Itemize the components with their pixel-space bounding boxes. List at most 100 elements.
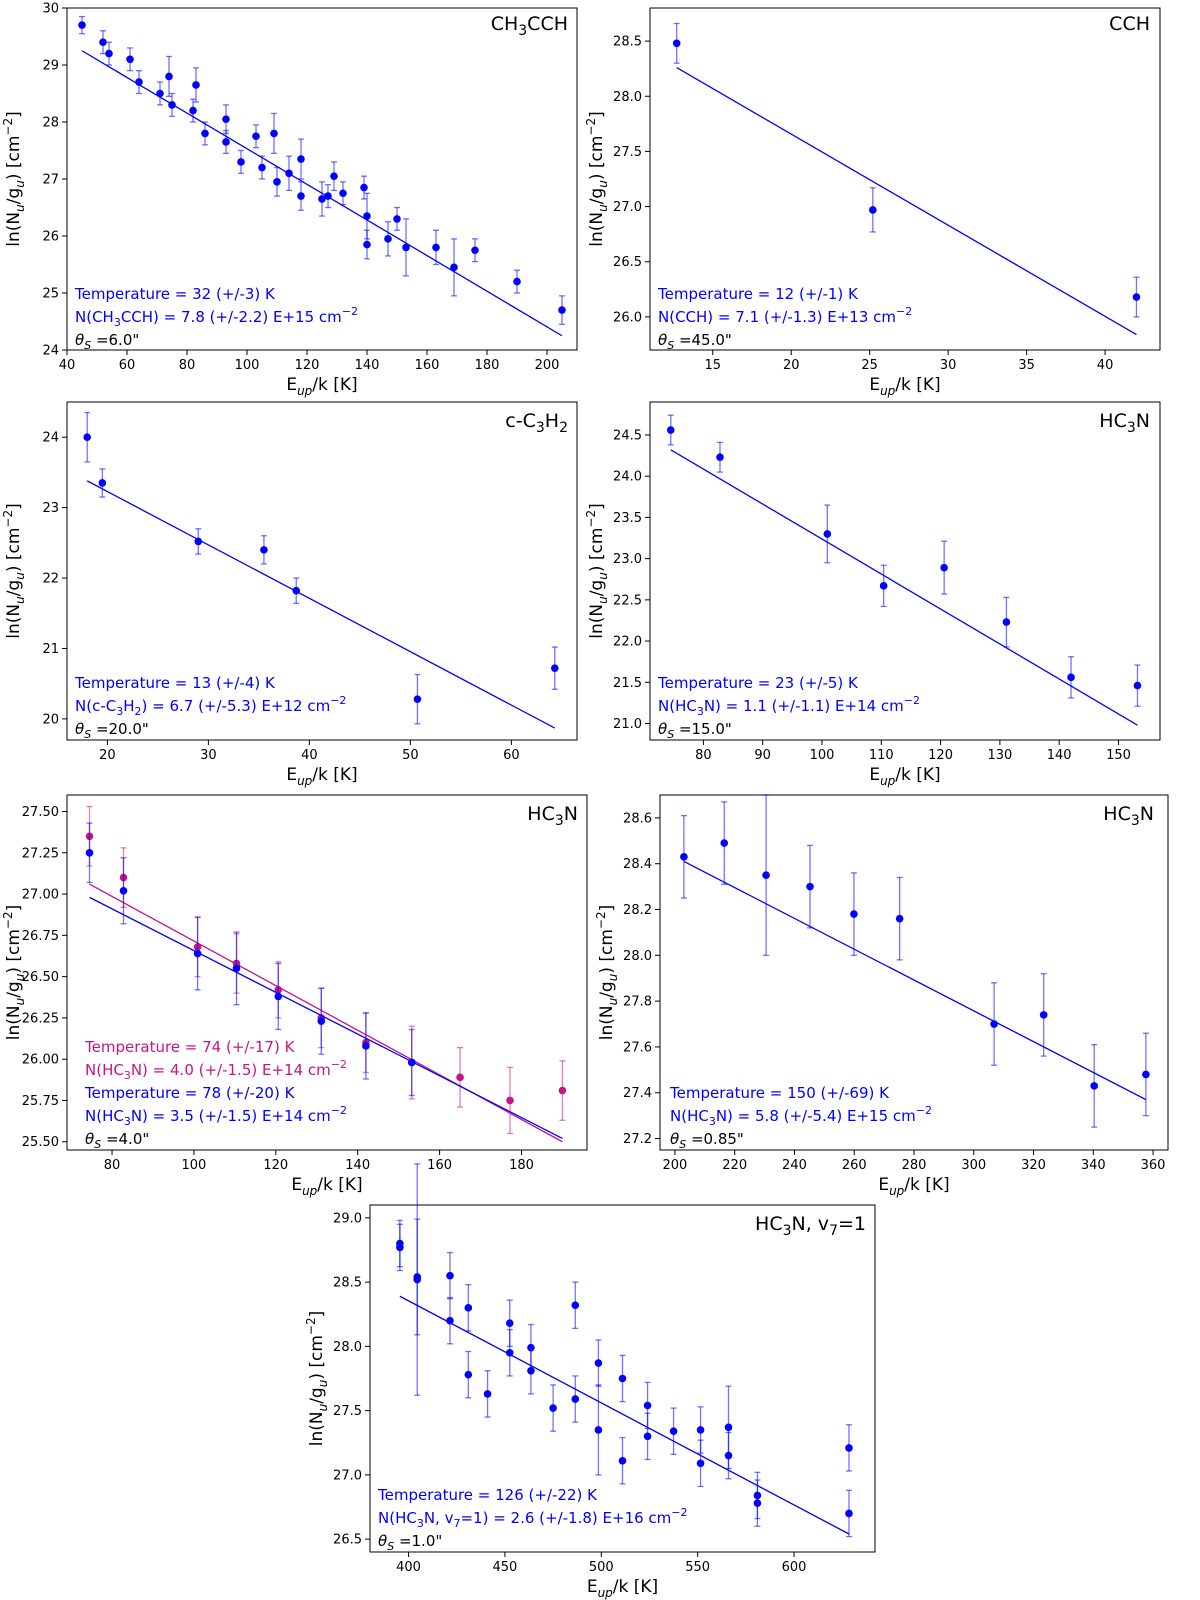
x-tick-label: 30 [940, 358, 957, 373]
y-tick-label: 20 [42, 712, 59, 727]
data-point [222, 115, 230, 123]
column-density-annotation: N(HC3N) = 1.1 (+/-1.1) E+14 cm−2 [658, 694, 920, 718]
x-axis-label: Eup/k [K] [878, 1175, 949, 1198]
data-point [285, 169, 293, 178]
plot-frame [66, 401, 578, 741]
y-tick-label: 27.6 [623, 1040, 652, 1055]
y-tick-label: 26.5 [333, 1533, 362, 1548]
temperature-annotation: Temperature = 32 (+/-3) K [74, 285, 276, 303]
plot-frame [369, 1204, 876, 1553]
data-point [696, 1426, 705, 1434]
x-tick-label: 280 [902, 1158, 927, 1173]
data-point [464, 1304, 473, 1312]
y-tick-label: 22.5 [613, 593, 642, 608]
data-point [558, 306, 566, 314]
data-point [317, 1017, 326, 1026]
data-point [895, 914, 904, 923]
data-point [869, 206, 877, 214]
x-tick-label: 25 [861, 358, 878, 373]
column-density-annotation-blue: N(HC3N) = 3.5 (+/-1.5) E+14 cm−2 [85, 1104, 347, 1128]
source-size-annotation: θS =15.0" [658, 720, 732, 741]
data-point [194, 537, 203, 546]
y-tick-label: 26.25 [22, 1011, 59, 1026]
data-point [98, 479, 107, 487]
y-tick-label: 29.0 [333, 1211, 362, 1226]
y-tick-label: 28.5 [333, 1276, 362, 1291]
data-point [940, 563, 948, 572]
y-tick-label: 22.0 [613, 635, 642, 650]
data-point [193, 949, 202, 958]
x-tick-label: 180 [509, 1158, 534, 1173]
data-point [850, 910, 858, 918]
chart-panel: 15 20 25 30 35 40 26.0 26.5 27.0 27.5 28.0 28.5 Eup/… [584, 7, 1161, 398]
data-point [413, 1275, 422, 1284]
y-tick-label: 28.2 [623, 903, 652, 918]
data-point [549, 1404, 557, 1412]
x-tick-label: 40 [59, 358, 76, 373]
x-tick-label: 360 [1141, 1158, 1166, 1173]
data-point [274, 992, 283, 1001]
data-point [393, 215, 401, 223]
x-tick-label: 80 [695, 748, 712, 763]
series-hc3n-v7-1 [396, 1163, 853, 1538]
data-point [363, 212, 371, 220]
x-tick-label: 140 [355, 358, 380, 373]
data-point [105, 49, 113, 58]
x-tick-label: 400 [396, 1560, 421, 1575]
y-tick-label: 27.50 [22, 805, 59, 820]
x-tick-label: 300 [961, 1158, 986, 1173]
data-point [292, 586, 301, 595]
y-tick-label: 25.75 [22, 1094, 59, 1109]
panel-title: HC3N [527, 803, 578, 829]
data-point [643, 1432, 652, 1441]
x-tick-label: 340 [1081, 1158, 1106, 1173]
data-point [618, 1374, 627, 1383]
y-tick-label: 24 [42, 344, 59, 359]
x-tick-label: 100 [182, 1158, 207, 1173]
data-point [297, 155, 305, 163]
data-point [471, 246, 479, 255]
y-tick-label: 28.6 [623, 811, 652, 826]
data-point [446, 1271, 454, 1280]
temperature-annotation-blue: Temperature = 78 (+/-20) K [84, 1084, 296, 1102]
data-point [165, 72, 173, 81]
panel-title: HC3N [1099, 410, 1150, 436]
data-point [297, 192, 305, 200]
y-tick-label: 29 [42, 59, 59, 74]
data-point [845, 1444, 853, 1452]
chart-panel: 80 100 120 140 160 180 25.50 25.75 26.00 26.25 26.… [1, 794, 588, 1198]
y-axis-label: ln(Nu/gu) [cm−2] [584, 111, 610, 247]
data-point [156, 89, 164, 98]
data-point [324, 192, 332, 200]
data-point [260, 546, 268, 554]
x-tick-label: 20 [783, 358, 800, 373]
data-point [1002, 618, 1011, 626]
data-point [201, 129, 209, 138]
y-tick-label: 27.0 [613, 200, 642, 215]
x-tick-label: 100 [235, 358, 260, 373]
data-point [252, 132, 260, 141]
data-point [126, 55, 134, 64]
y-tick-label: 27.4 [623, 1086, 652, 1101]
x-tick-label: 550 [685, 1560, 710, 1575]
data-point [571, 1395, 580, 1403]
x-tick-label: 500 [589, 1560, 614, 1575]
y-tick-label: 26.0 [613, 310, 642, 325]
data-point [720, 839, 729, 847]
source-size-annotation: θS =1.0" [378, 1532, 442, 1553]
data-point [1142, 1070, 1150, 1079]
chart-panel: 20 30 40 50 60 20 21 22 23 24 Eup/k [K] ln(Nu/gu) [… [1, 401, 578, 788]
data-point [618, 1456, 627, 1465]
series-blue [85, 822, 563, 1140]
data-point [330, 172, 338, 180]
data-point [680, 853, 688, 861]
plot-frame [649, 401, 1161, 741]
x-tick-label: 130 [987, 748, 1012, 763]
source-size-annotation: θS =6.0" [75, 331, 139, 352]
series-hc3n [666, 414, 1142, 726]
data-point [594, 1426, 603, 1434]
panel-title: CCH [1109, 13, 1150, 35]
series-hc3n [680, 794, 1150, 1128]
y-tick-label: 25 [42, 287, 59, 302]
x-tick-label: 15 [704, 358, 721, 373]
